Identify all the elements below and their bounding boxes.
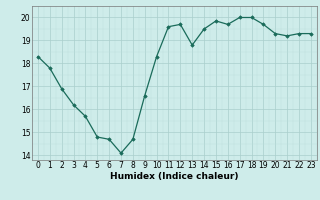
X-axis label: Humidex (Indice chaleur): Humidex (Indice chaleur) <box>110 172 239 181</box>
